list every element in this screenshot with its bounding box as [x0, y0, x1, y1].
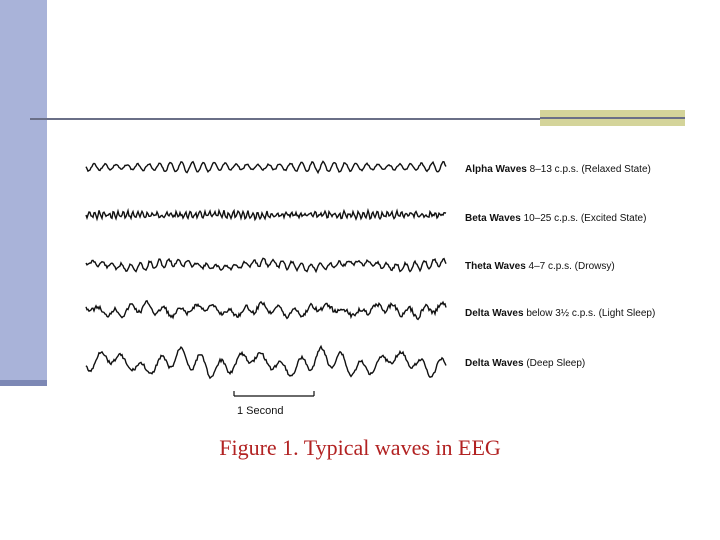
alpha-wave-label: Alpha Waves 8–13 c.p.s. (Relaxed State) [465, 164, 651, 175]
beta-wave-trace [85, 207, 447, 222]
time-scale-label: 1 Second [237, 405, 284, 417]
delta-deep-wave-label: Delta Waves (Deep Sleep) [465, 358, 586, 369]
delta-deep-wave-trace [85, 344, 447, 380]
theta-wave-trace [85, 257, 447, 274]
theta-wave-label: Theta Waves 4–7 c.p.s. (Drowsy) [465, 261, 615, 272]
figure-caption: Figure 1. Typical waves in EEG [219, 435, 501, 460]
alpha-wave-trace [85, 160, 447, 175]
beta-wave-label: Beta Waves 10–25 c.p.s. (Excited State) [465, 213, 647, 224]
eeg-figure [85, 160, 447, 397]
time-scale-bar [233, 391, 315, 397]
delta-light-wave-trace [85, 299, 447, 321]
delta-light-wave-label: Delta Waves below 3½ c.p.s. (Light Sleep… [465, 308, 656, 319]
title-divider-line [30, 118, 680, 120]
accent-divider-line [540, 117, 685, 119]
slide-side-bar [0, 0, 47, 384]
slide-side-bar-shadow [0, 380, 47, 386]
